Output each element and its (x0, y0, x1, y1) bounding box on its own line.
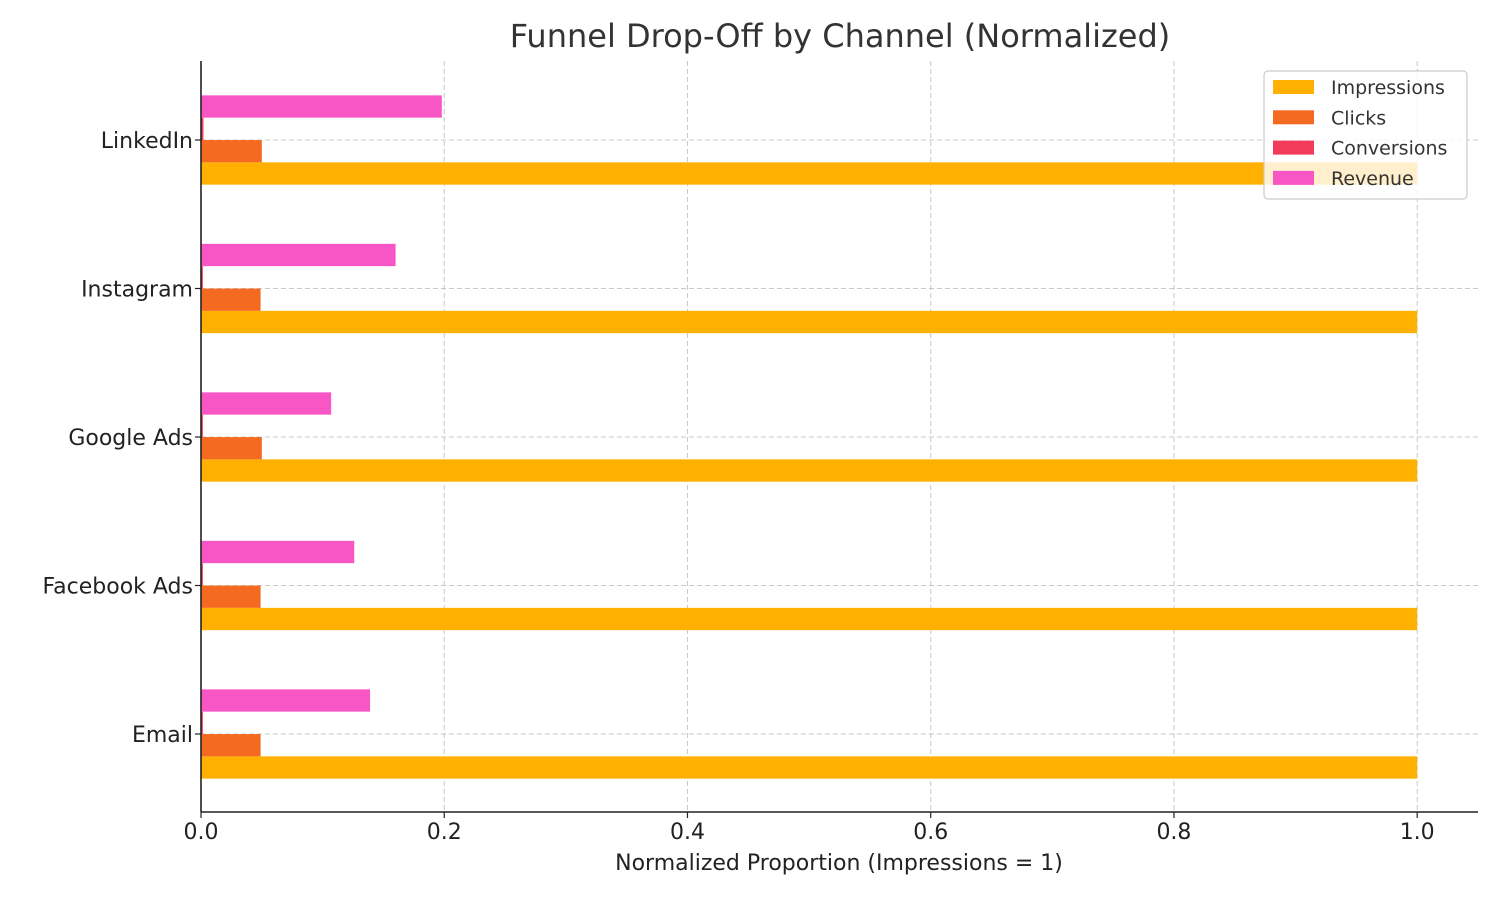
legend: Impressions Clicks Conversions Revenue (1263, 70, 1468, 200)
bar-clicks-instagram (201, 288, 261, 311)
y-ticks: Email Facebook Ads Google Ads Instagram Link… (43, 129, 193, 748)
bar-conversions-linkedin (201, 117, 204, 140)
bar-impressions-email (201, 756, 1418, 779)
x-tick-label: 0.0 (184, 820, 219, 845)
bar-impressions-facebook-ads (201, 607, 1418, 631)
legend-swatch-impressions (1273, 80, 1314, 94)
y-tick-label: LinkedIn (101, 129, 193, 154)
bar-revenue-instagram (201, 243, 396, 267)
chart-title: Funnel Drop-Off by Channel (Normalized) (510, 17, 1170, 55)
y-tick-label: Email (132, 723, 193, 748)
bar-revenue-facebook-ads (201, 540, 355, 564)
x-axis-label: Normalized Proportion (Impressions = 1) (615, 851, 1063, 876)
x-tick-label: 0.2 (427, 820, 462, 845)
bar-impressions-instagram (201, 310, 1418, 334)
x-tick-label: 0.4 (670, 820, 705, 845)
x-tick-label: 0.6 (913, 820, 948, 845)
y-tick-label: Facebook Ads (43, 575, 193, 600)
x-tick-label: 0.8 (1156, 820, 1191, 845)
legend-label-impressions: Impressions (1331, 77, 1445, 99)
bar-conversions-facebook-ads (201, 563, 203, 586)
axes (195, 61, 1478, 818)
bar-clicks-email (201, 734, 261, 757)
x-ticks: 0.0 0.2 0.4 0.6 0.8 1.0 (184, 820, 1435, 845)
bar-clicks-facebook-ads (201, 585, 261, 608)
bar-clicks-linkedin (201, 140, 262, 163)
legend-label-revenue: Revenue (1331, 168, 1414, 190)
legend-label-clicks: Clicks (1331, 107, 1386, 129)
legend-swatch-clicks (1273, 110, 1314, 125)
bars (201, 95, 1418, 779)
legend-label-conversions: Conversions (1331, 138, 1447, 160)
y-tick-label: Google Ads (68, 426, 193, 451)
legend-swatch-conversions (1273, 140, 1314, 155)
bar-revenue-linkedin (201, 95, 442, 118)
bar-revenue-email (201, 689, 371, 712)
bar-impressions-google-ads (201, 459, 1418, 482)
bar-conversions-instagram (201, 266, 203, 289)
x-tick-label: 1.0 (1400, 820, 1435, 845)
bar-impressions-linkedin (201, 162, 1418, 185)
legend-box (1263, 70, 1468, 200)
bar-revenue-google-ads (201, 392, 332, 415)
bar-conversions-email (201, 711, 203, 734)
bar-clicks-google-ads (201, 437, 262, 460)
legend-swatch-revenue (1273, 170, 1314, 185)
bar-conversions-google-ads (201, 414, 203, 437)
y-tick-label: Instagram (81, 278, 193, 303)
